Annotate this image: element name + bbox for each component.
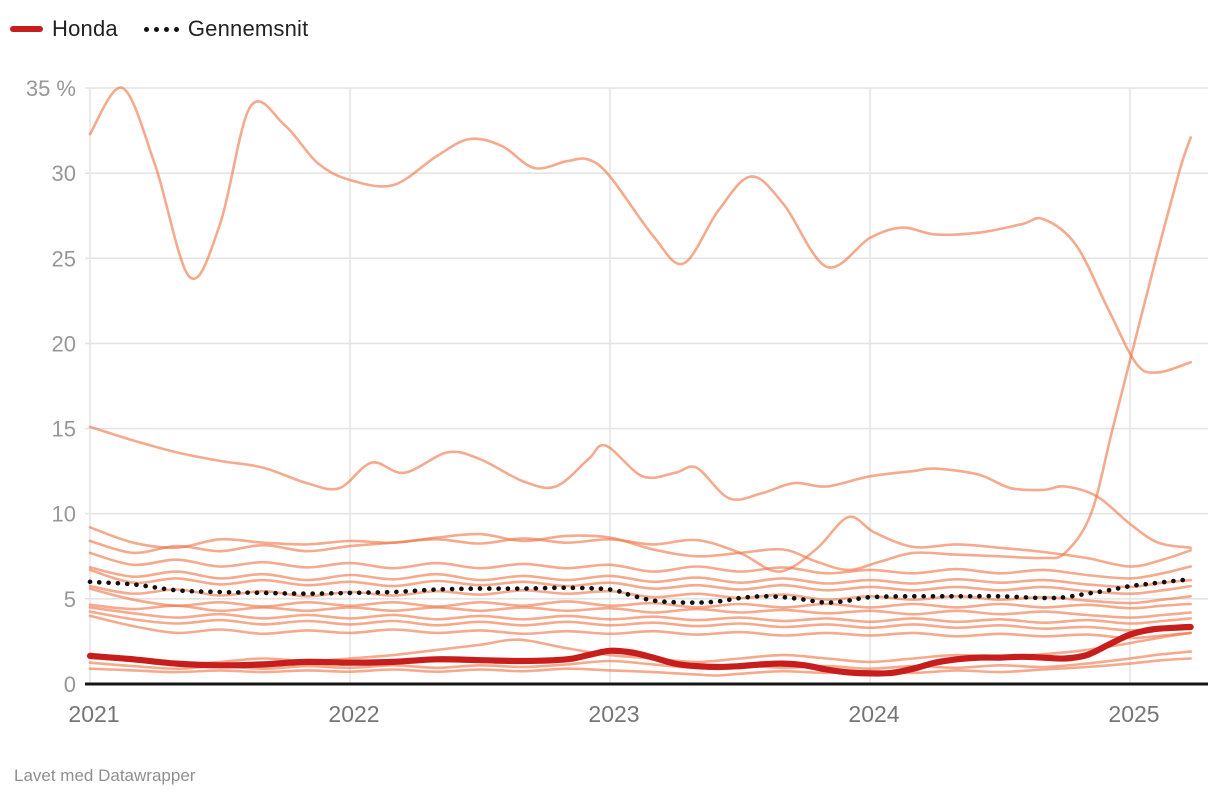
background-line-other-16	[88, 657, 1192, 677]
background-line-other-02	[88, 425, 1192, 550]
x-tick-label-2022: 2022	[328, 701, 379, 727]
legend-item-gennemsnit: Gennemsnit	[143, 16, 309, 42]
legend: Honda Gennemsnit	[10, 16, 308, 42]
background-line-other-05	[88, 551, 1192, 580]
y-tick-label-30: 30	[52, 161, 76, 186]
datawrapper-credit-link[interactable]: Lavet med Datawrapper	[14, 766, 196, 785]
x-tick-label-2023: 2023	[588, 701, 639, 727]
x-tick-label-2024: 2024	[848, 701, 899, 727]
honda-line-swatch	[10, 26, 43, 32]
gennemsnit-dotted-swatch	[143, 26, 179, 32]
background-line-other-11	[88, 606, 1192, 625]
background-line-other-06	[88, 566, 1192, 589]
background-line-other-13	[88, 614, 1192, 640]
y-tick-label-0: 0	[64, 672, 76, 697]
legend-label-honda: Honda	[52, 16, 118, 41]
honda-line[interactable]	[86, 623, 1194, 677]
legend-item-honda: Honda	[10, 16, 118, 42]
legend-label-gennemsnit: Gennemsnit	[187, 16, 309, 41]
x-tick-label-2021: 2021	[68, 701, 119, 727]
y-tick-label-15: 15	[52, 417, 76, 442]
y-tick-label-5: 5	[64, 587, 76, 612]
background-line-other-07	[88, 568, 1192, 596]
background-line-other-09	[88, 587, 1192, 610]
y-tick-label-35: 35 %	[26, 76, 76, 101]
background-line-other-01	[88, 86, 1192, 374]
x-tick-label-2025: 2025	[1108, 701, 1159, 727]
gennemsnit-line	[87, 577, 1193, 605]
background-line-other-04	[88, 515, 1192, 573]
background-line-other-15	[88, 650, 1192, 670]
background-line-other-03	[88, 136, 1192, 572]
y-tick-label-10: 10	[52, 502, 76, 527]
background-line-other-10	[88, 603, 1192, 619]
y-tick-label-25: 25	[52, 246, 76, 271]
y-tick-label-20: 20	[52, 331, 76, 356]
background-line-other-12	[88, 610, 1192, 632]
